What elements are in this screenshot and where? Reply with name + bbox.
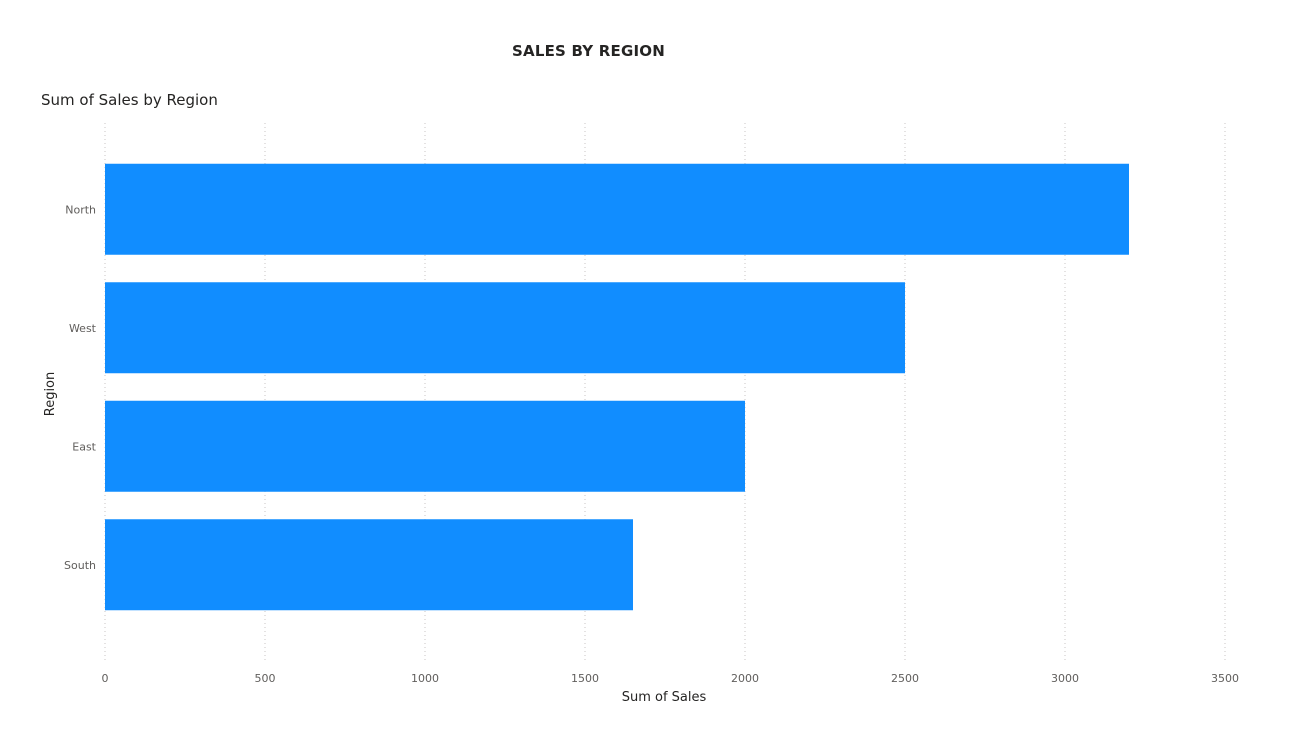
bar-east[interactable]	[105, 400, 745, 492]
category-label: West	[69, 322, 97, 335]
visual-title: Sum of Sales by Region	[41, 91, 218, 109]
category-label: East	[72, 440, 96, 453]
x-tick-label: 2000	[731, 672, 759, 685]
x-tick-label: 1500	[571, 672, 599, 685]
bar-west[interactable]	[105, 282, 905, 374]
x-tick-label: 3000	[1051, 672, 1079, 685]
category-label: North	[65, 203, 96, 216]
x-axis-title: Sum of Sales	[622, 690, 707, 705]
gridlines	[104, 123, 1226, 660]
bar-north[interactable]	[105, 163, 1129, 255]
x-tick-label: 1000	[411, 672, 439, 685]
y-axis-title: Region	[43, 372, 58, 417]
bar-south[interactable]	[105, 519, 633, 611]
x-tick-label: 0	[102, 672, 109, 685]
category-label: South	[64, 559, 96, 572]
x-tick-labels: 0 500 1000 1500 2000 2500 3000 3500	[102, 672, 1240, 685]
x-tick-label: 500	[255, 672, 276, 685]
x-tick-label: 2500	[891, 672, 919, 685]
category-labels: North West East South	[64, 203, 97, 572]
page-title: SALES BY REGION	[512, 42, 665, 60]
bars	[105, 163, 1129, 611]
x-tick-label: 3500	[1211, 672, 1239, 685]
